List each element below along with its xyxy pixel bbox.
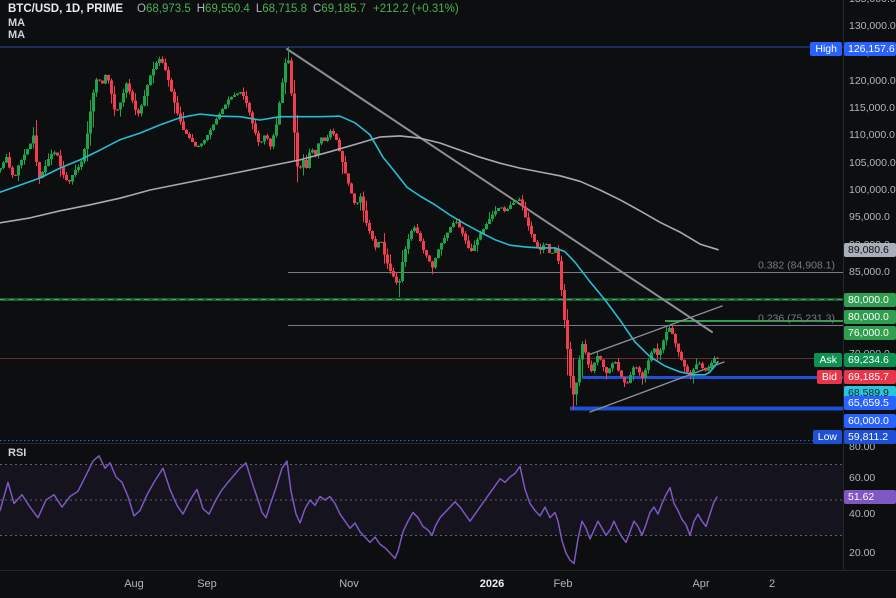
rsi-axis-tick: 80.00 [849, 441, 876, 453]
ma-fast-line [0, 113, 719, 376]
ask-badge: Ask [814, 353, 842, 367]
level-80000-label-b: 80,000.0 [844, 310, 896, 324]
ma-slow-value-label: 89,080.6 [844, 243, 896, 257]
time-axis-label-Apr: Apr [692, 578, 710, 590]
time-axis-label-Aug: Aug [124, 578, 144, 590]
close-label: C [312, 3, 322, 15]
symbol-legend[interactable]: BTC/USD, 1D, PRIME O68,973.5 H69,550.4 L68,… [8, 3, 459, 15]
rsi-axis-tick: 40.00 [849, 508, 876, 520]
bid-badge: Bid [816, 370, 842, 384]
bid-price-label[interactable]: 69,185.7 [844, 370, 896, 384]
ma-legend-2[interactable]: MA [8, 29, 26, 41]
high-label: H [196, 3, 206, 15]
candles-layer[interactable] [0, 47, 719, 410]
price-axis-tick: 95,000.0 [849, 211, 890, 224]
price-axis-tick: 115,000.0 [849, 102, 895, 114]
ma-slow-line [0, 135, 719, 251]
high-value-label: 126,157.6 [844, 42, 896, 56]
low-label: L [255, 3, 263, 15]
time-axis-label-2: 2 [768, 578, 776, 590]
ma-legend-1[interactable]: MA [8, 17, 26, 29]
low-badge: Low [812, 430, 842, 444]
change-value: +212.2 (+0.31%) [373, 3, 459, 15]
price-axis-tick: 130,000.0 [849, 20, 896, 32]
price-axis-tick: 105,000.0 [849, 156, 896, 169]
price-axis-tick: 135,000.0 [849, 0, 896, 6]
time-axis-label-Feb: Feb [553, 578, 573, 590]
time-axis-label-Nov: Nov [339, 578, 359, 590]
close-value: 69,185.7 [321, 3, 367, 15]
ask-price-label[interactable]: 69,234.6 [844, 353, 896, 367]
low-value: 68,715.8 [262, 3, 307, 15]
low-value-label: 59,811.2 [844, 430, 896, 444]
level-60000-label: 60,000.0 [844, 414, 896, 428]
level-76000-label: 76,000.0 [844, 326, 896, 340]
rsi-axis-tick: 20.00 [849, 547, 876, 559]
fib-level-label-1: 0.236 (75,231.3) [758, 312, 835, 324]
wedge-upper-trendline[interactable] [587, 305, 723, 356]
rsi-indicator-label[interactable]: RSI [8, 447, 27, 459]
time-axis-label-2026: 2026 [479, 578, 505, 590]
price-axis-tick: 110,000.0 [849, 129, 895, 142]
rsi-line [0, 455, 718, 565]
price-axis-tick: 100,000.0 [849, 184, 896, 196]
descending-trendline[interactable] [286, 48, 713, 333]
high-value: 69,550.4 [205, 3, 250, 15]
open-label: O [137, 3, 146, 15]
rsi-value-label: 51.62 [844, 490, 896, 504]
level-65659-label: 65,659.5 [844, 396, 896, 410]
rsi-axis-tick: 60.00 [849, 472, 876, 484]
fib-level-label-0: 0.382 (84,908.1) [758, 260, 835, 272]
high-badge: High [810, 42, 842, 56]
open-value: 68,973.5 [145, 3, 191, 15]
symbol-title[interactable]: BTC/USD, 1D, PRIME [8, 3, 124, 15]
level-80000-label-a: 80,000.0 [844, 293, 896, 307]
time-axis-label-Sep: Sep [197, 578, 217, 590]
price-axis-tick: 120,000.0 [849, 74, 896, 87]
price-axis-tick: 85,000.0 [849, 266, 890, 278]
wedge-lower-trendline[interactable] [589, 361, 725, 413]
